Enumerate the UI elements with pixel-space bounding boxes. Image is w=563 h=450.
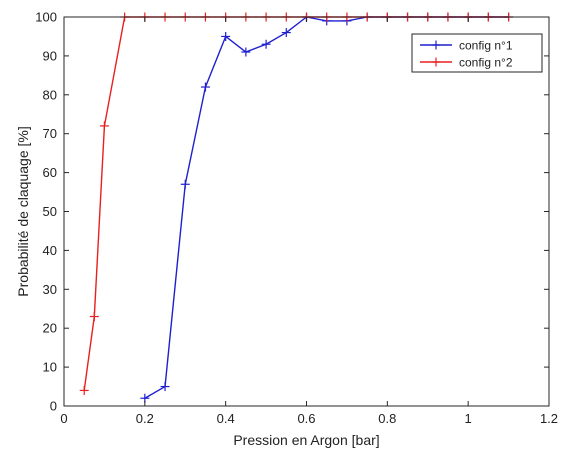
legend-label: config n°2 [459, 56, 513, 70]
y-tick-label: 40 [43, 243, 57, 258]
y-tick-label: 10 [43, 360, 57, 375]
y-tick-label: 100 [35, 10, 57, 25]
y-tick-label: 30 [43, 282, 57, 297]
x-axis-label: Pression en Argon [bar] [233, 432, 379, 448]
y-tick-label: 50 [43, 204, 57, 219]
y-axis-label: Probabilité de claquage [%] [15, 126, 31, 296]
axis-ticks: 0 0.2 0.4 0.6 0.8 1 1.2 0 10 20 30 40 50 60 70 80 90 100 [35, 10, 558, 427]
y-tick-label: 70 [43, 126, 57, 141]
x-tick-label: 1.2 [540, 411, 558, 426]
legend: config n°1 config n°2 [411, 33, 543, 73]
legend-box [411, 33, 543, 73]
legend-label: config n°1 [459, 39, 513, 53]
x-tick-label: 0.8 [378, 411, 396, 426]
x-tick-label: 0.2 [136, 411, 154, 426]
y-tick-label: 80 [43, 87, 57, 102]
plot-area [64, 17, 549, 406]
x-tick-label: 0.6 [297, 411, 315, 426]
x-tick-label: 0.4 [217, 411, 235, 426]
y-tick-label: 0 [50, 399, 57, 414]
y-tick-label: 90 [43, 48, 57, 63]
x-tick-label: 0 [60, 411, 67, 426]
x-tick-label: 1 [465, 411, 472, 426]
y-tick-label: 60 [43, 165, 57, 180]
y-tick-label: 20 [43, 321, 57, 336]
